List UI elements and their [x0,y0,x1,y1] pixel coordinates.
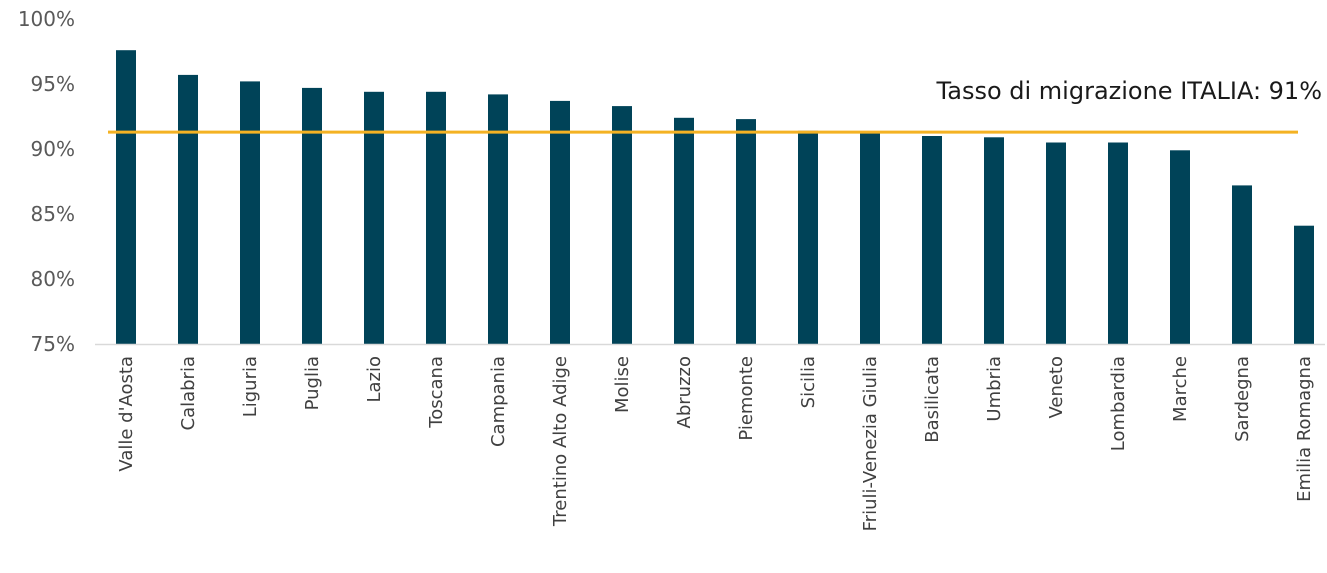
bar [1232,185,1252,344]
y-tick-label: 80% [31,267,75,291]
bar [612,106,632,344]
x-tick-label: Veneto [1046,356,1067,419]
y-tick-label: 85% [31,202,75,226]
x-tick-label: Valle d'Aosta [116,356,137,472]
bar [426,91,446,344]
x-tick-label: Toscana [426,356,447,429]
bar [364,91,384,344]
bar [860,132,880,344]
y-tick-label: 100% [18,7,75,31]
x-tick-label: Molise [612,356,633,413]
x-tick-label: Liguria [240,356,261,417]
bar [550,100,570,345]
bars [116,50,1314,345]
bar [488,94,508,345]
bar [798,130,818,344]
x-tick-label: Abruzzo [674,356,695,428]
x-axis: Valle d'Aosta Calabria Liguria Puglia Lazio T… [116,356,1315,531]
x-tick-label: Campania [488,356,509,447]
bar [984,137,1004,344]
bar [240,81,260,345]
bar [736,119,756,344]
reference-line-label: Tasso di migrazione ITALIA: 91% [936,77,1322,105]
x-tick-label: Marche [1170,356,1191,422]
bar [1108,142,1128,344]
bar [1046,142,1066,344]
x-tick-label: Sicilia [798,356,819,408]
bar [178,74,198,345]
x-tick-label: Emilia Romagna [1294,356,1315,502]
bar [674,117,694,344]
x-tick-label: Basilicata [922,356,943,443]
bar [922,136,942,344]
x-tick-label: Sardegna [1232,356,1253,442]
x-tick-label: Umbria [984,356,1005,422]
bar [302,87,322,345]
y-tick-label: 95% [31,72,75,96]
bar [1170,150,1190,344]
x-tick-label: Calabria [178,356,199,431]
y-tick-label: 75% [31,332,75,356]
x-tick-label: Puglia [302,356,323,410]
x-tick-label: Lombardia [1108,356,1129,451]
bar [1294,225,1314,344]
y-axis: 75% 80% 85% 90% 95% 100% [18,7,75,356]
x-tick-label: Friuli-Venezia Giulia [860,356,881,531]
x-tick-label: Piemonte [736,356,757,441]
x-tick-label: Trentino Alto Adige [550,356,571,527]
bar [116,50,136,344]
x-tick-label: Lazio [364,356,385,403]
y-tick-label: 90% [31,137,75,161]
